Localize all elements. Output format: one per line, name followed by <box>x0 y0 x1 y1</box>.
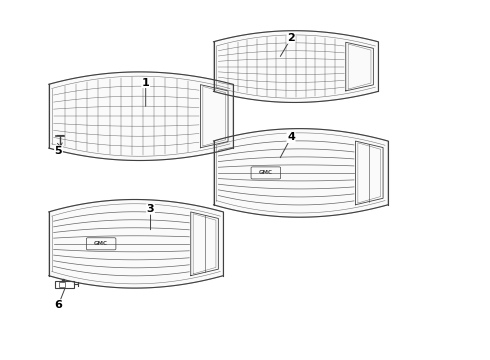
Text: 5: 5 <box>55 146 62 156</box>
Text: 4: 4 <box>287 132 295 143</box>
Text: 6: 6 <box>54 300 62 310</box>
Text: 1: 1 <box>142 77 149 87</box>
Polygon shape <box>214 129 388 217</box>
Polygon shape <box>49 72 233 161</box>
Bar <box>55 281 74 288</box>
Text: GMC: GMC <box>259 170 273 175</box>
Bar <box>59 283 65 287</box>
Polygon shape <box>214 31 378 103</box>
Text: 3: 3 <box>147 204 154 214</box>
Polygon shape <box>49 199 223 288</box>
Text: 2: 2 <box>287 33 295 43</box>
Text: GMC: GMC <box>94 241 108 246</box>
